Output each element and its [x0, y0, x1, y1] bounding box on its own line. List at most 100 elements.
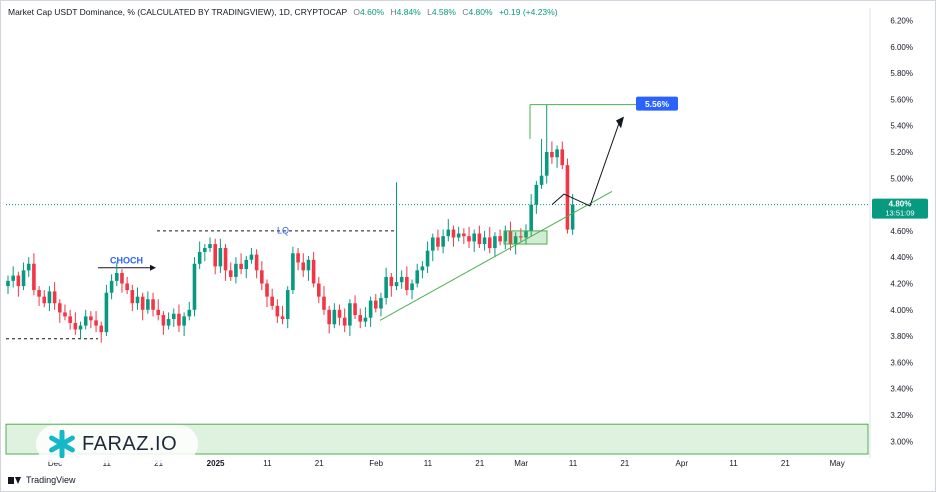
candle	[353, 303, 357, 316]
candle	[519, 236, 523, 238]
candle	[47, 291, 52, 304]
candle	[249, 254, 254, 260]
candle	[358, 315, 363, 322]
x-tick-label: 2025	[207, 459, 225, 468]
candle	[125, 283, 129, 291]
x-tick-label: 11	[729, 459, 738, 468]
candle	[16, 275, 21, 287]
candle	[456, 233, 461, 238]
y-tick-label: 5.20%	[890, 148, 913, 157]
x-tick-label: Dec	[48, 459, 62, 468]
candle	[26, 263, 31, 271]
candle	[58, 303, 62, 313]
candle	[415, 270, 420, 284]
candle	[244, 259, 249, 270]
high-label: H	[390, 7, 397, 17]
price-tag	[872, 198, 928, 219]
x-tick-label: 21	[620, 459, 629, 468]
candle	[146, 299, 150, 310]
y-tick-label: 6.00%	[890, 43, 913, 52]
candle	[285, 290, 290, 320]
candle	[275, 305, 280, 317]
candle	[208, 244, 212, 248]
candle	[306, 259, 311, 271]
chart-header: Market Cap USDT Dominance, % (CALCULATED…	[8, 7, 558, 17]
candle	[550, 152, 554, 158]
candle	[109, 280, 114, 293]
candle	[462, 233, 466, 237]
price-tag-countdown: 13:51:09	[885, 209, 914, 218]
x-tick-label: 21	[781, 459, 790, 468]
target-badge	[636, 96, 678, 111]
candle	[498, 236, 502, 242]
candle	[171, 313, 176, 320]
y-tick-label: 4.20%	[890, 280, 913, 289]
candle	[11, 275, 15, 281]
candle	[410, 283, 414, 291]
y-tick-label: 4.60%	[890, 227, 913, 236]
candle	[394, 282, 399, 287]
candle	[420, 266, 425, 271]
candle	[94, 320, 98, 326]
candle	[296, 253, 300, 263]
open-label: O	[353, 7, 360, 17]
candle	[373, 300, 378, 309]
y-tick-label: 4.00%	[890, 306, 913, 315]
candle	[187, 309, 192, 317]
candle	[89, 316, 93, 321]
candle	[213, 244, 217, 267]
watermark: FARAZ.IO	[36, 425, 198, 463]
y-tick-label: 3.80%	[890, 332, 913, 341]
candle	[6, 280, 10, 287]
candle	[151, 299, 155, 310]
candle	[83, 316, 88, 326]
x-tick-label: May	[830, 459, 845, 468]
candle	[348, 303, 352, 326]
tradingview-footer[interactable]: TradingView	[8, 475, 76, 485]
projection-path	[551, 120, 621, 207]
candle	[487, 237, 492, 248]
candle	[425, 250, 430, 267]
open-value: 4.60%	[360, 7, 385, 17]
tradingview-brand: TradingView	[26, 475, 76, 485]
candle	[389, 276, 394, 287]
watermark-text: FARAZ.IO	[82, 432, 178, 455]
x-tick-label: 21	[154, 459, 163, 468]
candle	[436, 237, 440, 247]
candle	[565, 165, 570, 230]
candle	[493, 236, 497, 248]
y-tick-label: 5.40%	[890, 122, 913, 131]
candle	[218, 247, 223, 267]
candle	[197, 251, 202, 264]
candle	[166, 319, 171, 326]
candle	[399, 276, 404, 283]
candle	[156, 309, 161, 316]
x-tick-label: 11	[263, 459, 272, 468]
candle	[508, 230, 513, 245]
candle	[130, 290, 135, 304]
change-value: +0.19 (+4.23%)	[498, 7, 558, 17]
candle	[327, 309, 331, 325]
candle	[280, 316, 285, 320]
candle	[544, 152, 549, 176]
y-tick-label: 5.80%	[890, 69, 913, 78]
trendline	[379, 191, 613, 321]
support-box	[503, 230, 548, 245]
candle	[430, 237, 435, 251]
candle	[239, 263, 243, 270]
candle	[379, 297, 383, 309]
choch-arrow-head	[150, 264, 156, 271]
candle	[342, 317, 347, 326]
candle	[203, 247, 207, 252]
choch-label: CHOCH	[110, 256, 143, 266]
asterisk-logo-icon	[49, 430, 75, 458]
y-tick-label: 5.60%	[890, 95, 913, 104]
candle	[337, 309, 342, 318]
high-value: 4.84%	[396, 7, 421, 17]
x-tick-label: 21	[315, 459, 324, 468]
candle	[182, 316, 186, 326]
y-tick-label: 3.60%	[890, 358, 913, 367]
candle	[223, 247, 228, 271]
candle	[120, 272, 124, 284]
